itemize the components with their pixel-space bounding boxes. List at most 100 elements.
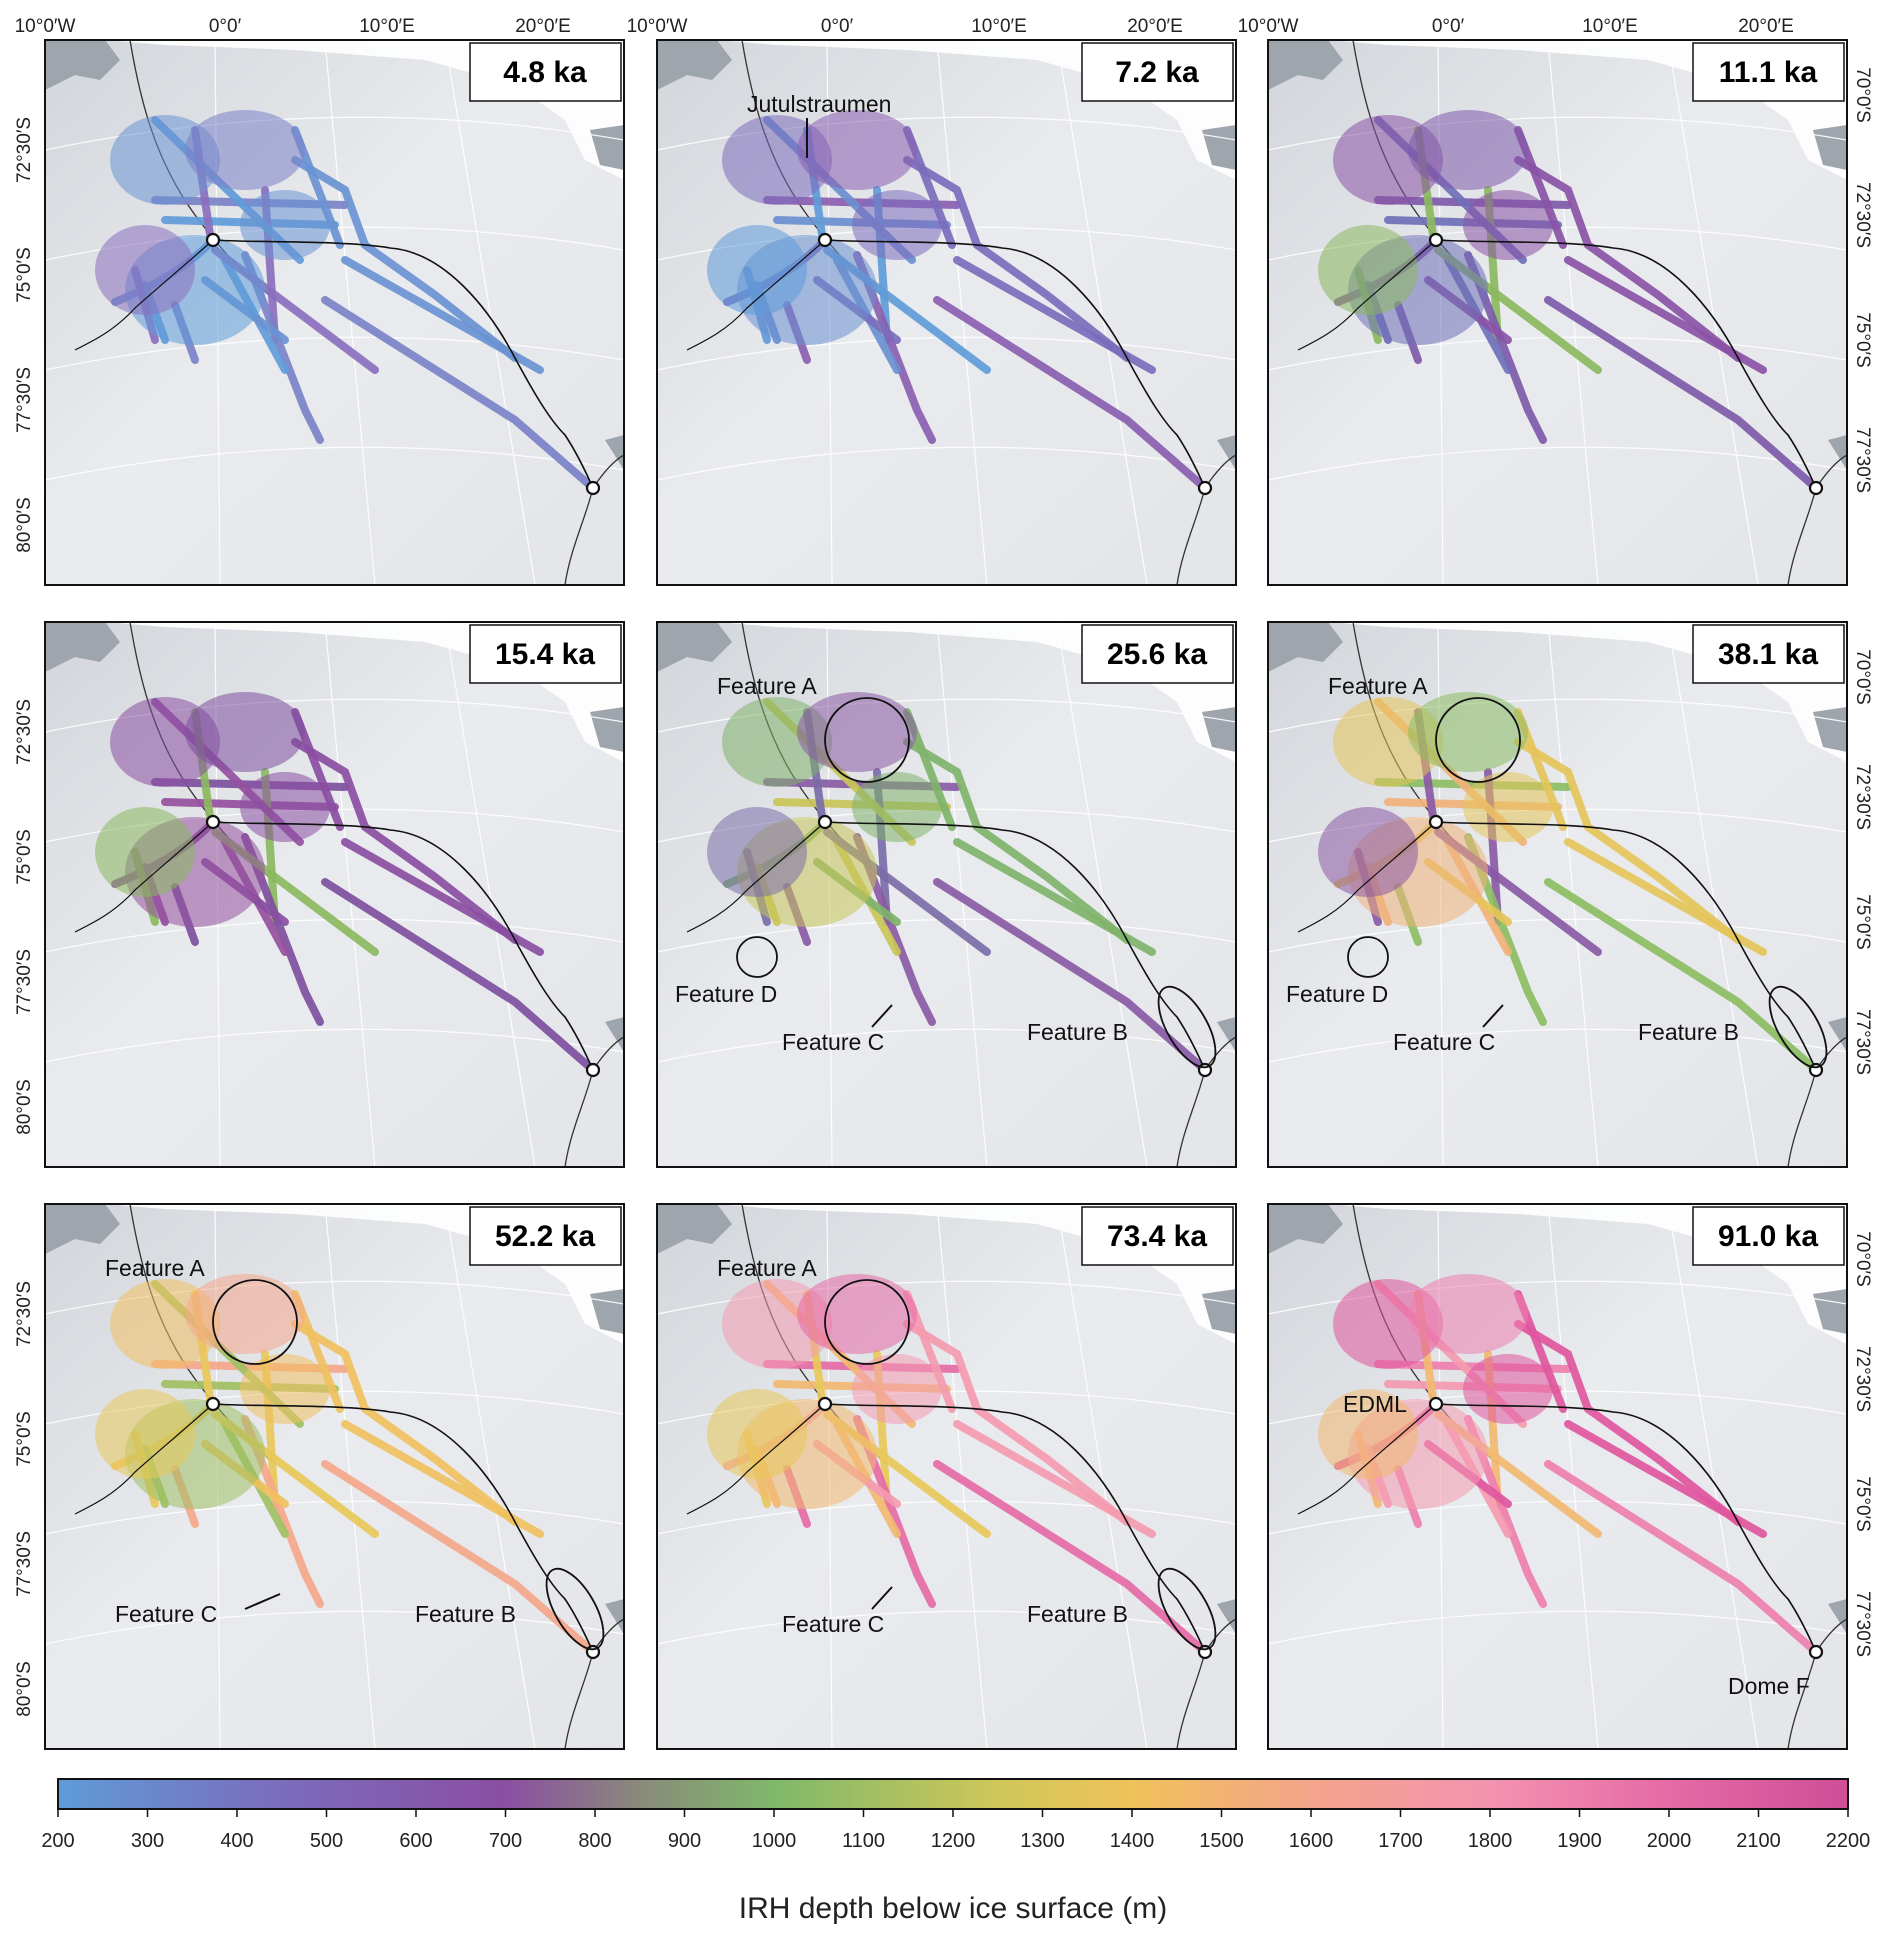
annotation-arrow	[871, 1004, 893, 1028]
radar-track	[321, 296, 597, 492]
latitude-label: 77°30′S	[1852, 1591, 1873, 1657]
ice-divide-line	[1297, 821, 1437, 933]
domef-site-marker	[585, 480, 601, 496]
panel-frame	[1267, 621, 1848, 1168]
radar-track	[1544, 296, 1820, 492]
age-label-box	[1081, 1206, 1234, 1266]
radar-track	[1564, 256, 1767, 374]
rock-outcrop	[45, 622, 120, 672]
age-label-box	[1692, 1206, 1845, 1266]
colorbar-tick-label: 1900	[1557, 1830, 1602, 1852]
edml-site-marker	[1428, 1396, 1444, 1412]
survey-cluster	[1408, 692, 1528, 772]
traverse-route	[824, 239, 1206, 489]
colorbar-tick-label: 300	[131, 1830, 164, 1852]
latitude-label: 70°0′S	[1852, 1231, 1873, 1287]
radar-track	[1464, 833, 1547, 1026]
colorbar-tick-label: 1600	[1289, 1830, 1334, 1852]
axis-labels: 10°0′W 0°0′ 10°0′E 20°0′E 10°0′W 0°0′ 10°0′E 20…	[14, 16, 1873, 1717]
age-label: 4.8 ka	[503, 56, 587, 89]
age-label-box	[469, 42, 622, 102]
rock-outcrop	[657, 1204, 732, 1254]
rock-outcrop	[657, 40, 732, 90]
age-label: 15.4 ka	[495, 638, 595, 671]
colorbar-tick-label: 1400	[1110, 1830, 1155, 1852]
rock-outcrop	[1828, 1599, 1847, 1634]
radar-track	[953, 256, 1156, 374]
feature-c-label: Feature C	[782, 1029, 884, 1055]
survey-cluster	[1408, 110, 1528, 190]
feature-d-label: Feature D	[1286, 981, 1388, 1007]
ice-divide-line	[74, 821, 214, 933]
rock-outcrop	[1828, 1017, 1847, 1052]
jutulstraumen-label: Jutulstraumen	[747, 91, 891, 117]
map-panel: Feature A Feature C Feature B 52.2 ka	[44, 1203, 625, 1750]
panel-frame	[656, 621, 1237, 1168]
radar-track	[853, 833, 936, 1026]
annotation-arrow	[244, 1593, 281, 1610]
feature-b-label: Feature B	[1638, 1019, 1739, 1045]
radar-track	[241, 1415, 324, 1608]
latitude-label: 75°0′S	[14, 247, 35, 303]
rock-outcrop	[605, 435, 624, 470]
feature-a-circle	[1435, 697, 1521, 783]
age-label-box	[1081, 42, 1234, 102]
rock-outcrop	[605, 1017, 624, 1052]
feature-b-ellipse	[1157, 1567, 1217, 1651]
age-label-box	[1692, 624, 1845, 684]
radar-track	[1464, 251, 1547, 444]
colorbar-tick-label: 900	[668, 1830, 701, 1852]
radar-track	[241, 251, 324, 444]
map-panel: 11.1 ka	[1267, 39, 1848, 586]
latitude-label: 72°30′S	[1852, 182, 1873, 248]
longitude-label: 10°0′E	[359, 16, 415, 37]
panels-layer: 4.8 ka Jutulstraumen 7.2 ka 11.1 ka 15.4 ka F…	[44, 39, 1848, 1750]
domef-label: Dome F	[1728, 1673, 1810, 1699]
age-label-box	[469, 1206, 622, 1266]
colorbar-tick-label: 2000	[1647, 1830, 1692, 1852]
longitude-label: 10°0′W	[1238, 16, 1299, 37]
radar-track	[933, 878, 1209, 1074]
rock-outcrop	[1217, 1017, 1236, 1052]
colorbar-tick-label: 1000	[752, 1830, 797, 1852]
feature-b-label: Feature B	[1027, 1601, 1128, 1627]
colorbar-tick-label: 1700	[1378, 1830, 1423, 1852]
feature-a-label: Feature A	[1328, 673, 1428, 699]
rock-outcrop	[45, 40, 120, 90]
radar-track	[953, 838, 1156, 956]
colorbar: 200 300 400 500 600 700 800 900 1000 1100 1200 1300…	[41, 1778, 1870, 1925]
rock-outcrop	[45, 1204, 120, 1254]
longitude-label: 0°0′	[821, 16, 854, 37]
radar-tracks	[1318, 692, 1820, 1074]
feature-a-label: Feature A	[105, 1255, 205, 1281]
radar-track	[933, 296, 1209, 492]
colorbar-tick-label: 700	[489, 1830, 522, 1852]
traverse-route	[1435, 1403, 1817, 1653]
age-label: 7.2 ka	[1115, 56, 1199, 89]
colorbar-tick-label: 800	[578, 1830, 611, 1852]
ice-divide-line	[74, 1403, 214, 1515]
radar-track	[341, 838, 544, 956]
feature-b-label: Feature B	[415, 1601, 516, 1627]
map-panel: 15.4 ka	[44, 621, 625, 1168]
survey-cluster	[240, 190, 330, 260]
survey-cluster	[95, 225, 195, 315]
latitude-label: 72°30′S	[14, 1281, 35, 1347]
map-panel: EDML Dome F 91.0 ka	[1267, 1203, 1848, 1750]
longitude-label: 20°0′E	[1127, 16, 1183, 37]
latitude-label: 72°30′S	[14, 117, 35, 183]
radar-track	[341, 1420, 544, 1538]
latitude-label: 80°0′S	[14, 1079, 35, 1135]
ice-divide-line	[686, 239, 826, 351]
radar-track	[241, 833, 324, 1026]
feature-b-ellipse	[1768, 985, 1828, 1069]
traverse-route	[212, 239, 594, 489]
age-label-box	[469, 624, 622, 684]
radar-track	[321, 1460, 597, 1656]
age-label-box	[1081, 624, 1234, 684]
feature-a-label: Feature A	[717, 673, 817, 699]
traverse-route	[824, 821, 1206, 1071]
edml-site-marker	[1428, 232, 1444, 248]
radar-tracks	[95, 692, 597, 1074]
